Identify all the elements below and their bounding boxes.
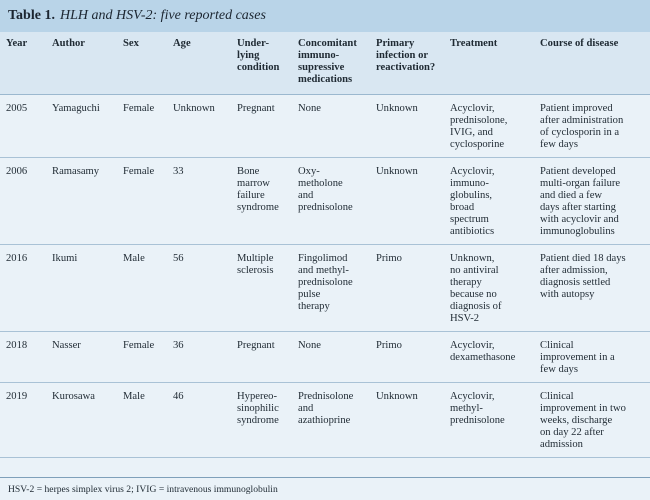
table-row: 2019 Kurosawa Male 46 Hypereo-sinophilic synd… [0,382,650,458]
cell-author: Kurosawa [46,382,117,458]
table-caption: HLH and HSV-2: five reported cases [59,8,266,23]
cell-condition: Hypereo-sinophilic syndrome [231,382,292,458]
cell-sex: Female [117,157,167,245]
cell-course: Clinical improvement in two weeks, dischar… [534,382,650,458]
cell-age: 46 [167,382,231,458]
cell-meds: None [292,331,370,383]
cell-age: 36 [167,331,231,383]
cell-treatment: Acyclovir, prednisolone, IVIG, and cyclospo… [444,94,534,158]
column-header: Under-lying condition [231,32,292,95]
column-header: Concomitant immuno-supressive medications [292,32,370,95]
cell-infection: Primo [370,331,444,383]
cell-condition: Pregnant [231,94,292,158]
column-header: Age [167,32,231,95]
column-header: Sex [117,32,167,95]
column-header: Author [46,32,117,95]
cell-sex: Male [117,382,167,458]
table-footnote: HSV-2 = herpes simplex virus 2; IVIG = i… [0,477,650,500]
cell-sex: Female [117,94,167,158]
cell-course: Patient improved after administration of c… [534,94,650,158]
cell-treatment: Unknown, no antiviral therapy because no dia… [444,244,534,332]
cell-age: 33 [167,157,231,245]
cell-year: 2006 [0,157,46,245]
cell-author: Ikumi [46,244,117,332]
cell-meds: None [292,94,370,158]
cell-condition: Multiple sclerosis [231,244,292,332]
table-title: Table 1. HLH and HSV-2: five reported ca… [0,0,650,32]
header-row: Year Author Sex Age Under-lying condition Conc… [0,32,650,95]
cell-treatment: Acyclovir, immuno-globulins, broad spectrum… [444,157,534,245]
cell-meds: Prednisolone and azathioprine [292,382,370,458]
cell-infection: Unknown [370,94,444,158]
table-row: 2016 Ikumi Male 56 Multiple sclerosis Fingolim… [0,244,650,332]
cell-author: Nasser [46,331,117,383]
column-header: Year [0,32,46,95]
cell-meds: Oxy-metholone and prednisolone [292,157,370,245]
cell-author: Ramasamy [46,157,117,245]
table-row: 2006 Ramasamy Female 33 Bone marrow failure syn… [0,157,650,245]
cell-year: 2016 [0,244,46,332]
cell-sex: Male [117,244,167,332]
column-header: Course of disease [534,32,650,95]
cell-infection: Unknown [370,382,444,458]
table-number: Table 1. [8,8,55,23]
cell-infection: Primo [370,244,444,332]
cell-age: 56 [167,244,231,332]
cell-course: Patient developed multi-organ failure and … [534,157,650,245]
column-header: Primary infection or reactivation? [370,32,444,95]
cell-author: Yamaguchi [46,94,117,158]
cell-age: Unknown [167,94,231,158]
cell-year: 2019 [0,382,46,458]
cell-infection: Unknown [370,157,444,245]
cell-condition: Pregnant [231,331,292,383]
cell-meds: Fingolimod and methyl-prednisolone pulse th… [292,244,370,332]
cell-treatment: Acyclovir, dexamethasone [444,331,534,383]
cell-course: Clinical improvement in a few days [534,331,650,383]
cell-sex: Female [117,331,167,383]
table-row: 2018 Nasser Female 36 Pregnant None Primo Acycl… [0,331,650,383]
cell-course: Patient died 18 days after admission, diag… [534,244,650,332]
column-header: Treatment [444,32,534,95]
table-body: 2005 Yamaguchi Female Unknown Pregnant None Un… [0,94,650,458]
cases-table: Year Author Sex Age Under-lying condition Conc… [0,32,650,458]
cell-year: 2005 [0,94,46,158]
table-row: 2005 Yamaguchi Female Unknown Pregnant None Un… [0,94,650,158]
cell-condition: Bone marrow failure syndrome [231,157,292,245]
cell-year: 2018 [0,331,46,383]
cell-treatment: Acyclovir, methyl-prednisolone [444,382,534,458]
